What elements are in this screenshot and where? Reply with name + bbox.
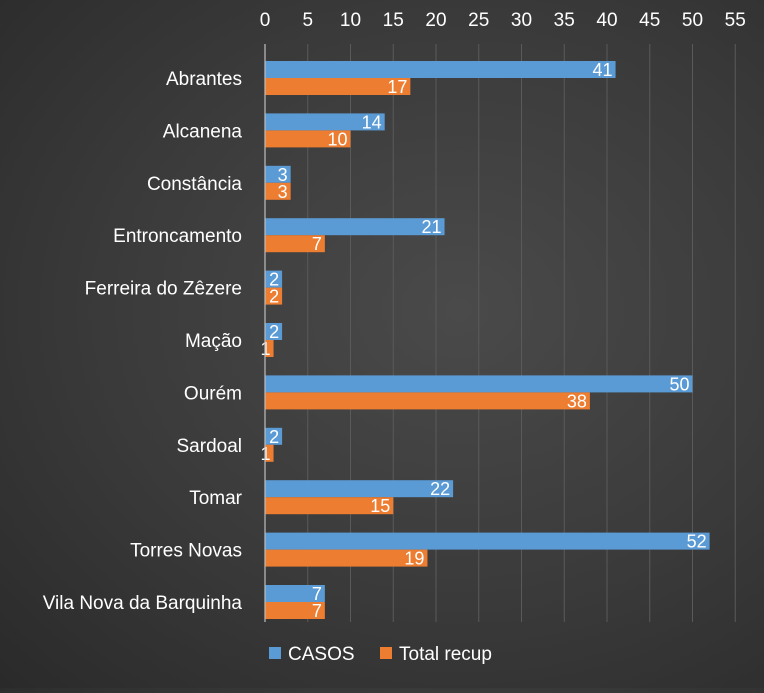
category-label: Entroncamento xyxy=(113,226,242,247)
bar-total-recup xyxy=(265,392,590,410)
x-axis-ticks: 0 5 10 15 20 25 30 35 40 45 50 55 xyxy=(260,10,746,31)
bar-casos xyxy=(265,270,283,288)
category-label: Torres Novas xyxy=(130,541,242,562)
x-tick-label: 5 xyxy=(302,10,313,31)
x-tick-label: 10 xyxy=(340,10,361,31)
data-label: 15 xyxy=(370,496,390,516)
category-labels: Abrantes Alcanena Constância Entroncamento F… xyxy=(43,69,243,614)
bar-casos xyxy=(265,480,454,498)
data-label: 19 xyxy=(404,549,424,569)
x-tick-label: 35 xyxy=(554,10,575,31)
legend-label: Total recup xyxy=(399,644,492,665)
data-label: 2 xyxy=(269,270,279,290)
data-label: 52 xyxy=(687,532,707,552)
bar-casos xyxy=(265,113,385,131)
bar-casos xyxy=(265,532,710,550)
bar-casos xyxy=(265,427,283,445)
legend-swatch xyxy=(380,647,392,659)
bar-total-recup xyxy=(265,235,325,253)
data-label: 3 xyxy=(278,182,288,202)
x-tick-label: 20 xyxy=(425,10,446,31)
data-label: 21 xyxy=(422,217,442,237)
data-label: 2 xyxy=(269,287,279,307)
x-tick-label: 30 xyxy=(511,10,532,31)
data-label: 22 xyxy=(430,479,450,499)
category-label: Mação xyxy=(185,331,242,352)
data-label: 17 xyxy=(387,77,407,97)
bar-total-recup xyxy=(265,497,394,515)
x-tick-label: 25 xyxy=(468,10,489,31)
bar-total-recup xyxy=(265,78,411,95)
category-label: Vila Nova da Barquinha xyxy=(43,593,243,614)
bar-total-recup xyxy=(265,287,283,305)
category-label: Ferreira do Zêzere xyxy=(85,279,242,300)
data-label: 2 xyxy=(269,427,279,447)
bar-casos xyxy=(265,375,693,393)
bar-casos xyxy=(265,218,445,236)
data-label: 41 xyxy=(593,60,613,80)
data-label: 50 xyxy=(669,374,689,394)
data-label: 14 xyxy=(362,112,382,132)
data-label: 38 xyxy=(567,391,587,411)
category-label: Tomar xyxy=(189,488,242,509)
category-label: Ourém xyxy=(184,383,242,404)
bar-casos xyxy=(265,323,283,340)
x-tick-label: 55 xyxy=(725,10,746,31)
data-label: 3 xyxy=(278,165,288,185)
legend-swatch xyxy=(269,647,281,659)
bar-total-recup xyxy=(265,340,274,357)
category-label: Constância xyxy=(147,174,242,195)
legend: CASOS Total recup xyxy=(269,644,492,665)
data-label: 7 xyxy=(312,601,322,621)
category-label: Alcanena xyxy=(163,121,243,142)
bar-casos xyxy=(265,61,616,78)
data-label: 7 xyxy=(312,584,322,604)
bar-total-recup xyxy=(265,549,428,567)
bar-total-recup xyxy=(265,444,274,462)
bar-casos xyxy=(265,165,291,183)
x-tick-label: 0 xyxy=(260,10,271,31)
category-label: Abrantes xyxy=(166,69,242,90)
bar-total-recup xyxy=(265,182,291,200)
x-tick-label: 15 xyxy=(383,10,404,31)
data-label: 2 xyxy=(269,322,279,342)
data-label: 7 xyxy=(312,234,322,254)
bar-total-recup xyxy=(265,130,351,148)
data-label: 10 xyxy=(327,129,347,149)
x-tick-label: 40 xyxy=(596,10,617,31)
category-label: Sardoal xyxy=(177,436,243,457)
bars xyxy=(265,61,710,619)
bar-casos xyxy=(265,585,325,602)
legend-label: CASOS xyxy=(288,644,355,665)
x-tick-label: 50 xyxy=(682,10,703,31)
bar-total-recup xyxy=(265,602,325,619)
x-tick-label: 45 xyxy=(639,10,660,31)
